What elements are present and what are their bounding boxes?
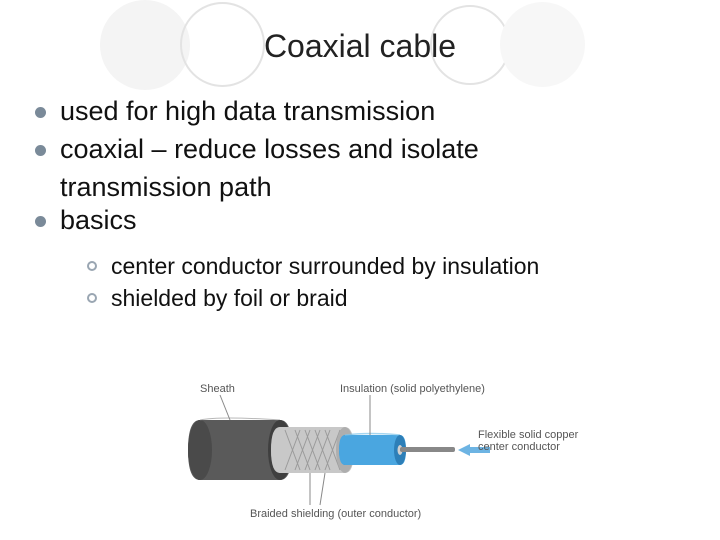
label-insulation: Insulation (solid polyethylene) [340, 383, 485, 395]
label-sheath: Sheath [200, 383, 235, 395]
label-center-conductor-1: Flexible solid copper [478, 429, 579, 441]
bullet-continuation: transmission path [60, 171, 690, 205]
sub-bullet-1: center conductor surrounded by insulatio… [87, 252, 690, 282]
bullet-item-2: coaxial – reduce losses and isolate [35, 133, 690, 167]
sub-bullet-text: shielded by foil or braid [111, 284, 348, 314]
label-braid: Braided shielding (outer conductor) [250, 508, 421, 520]
sub-bullet-list: center conductor surrounded by insulatio… [87, 252, 690, 314]
sub-bullet-text: center conductor surrounded by insulatio… [111, 252, 539, 282]
content-area: used for high data transmission coaxial … [35, 95, 690, 316]
bullet-item-3: basics [35, 204, 690, 238]
bullet-icon [35, 107, 46, 118]
sub-bullet-2: shielded by foil or braid [87, 284, 690, 314]
bullet-item-1: used for high data transmission [35, 95, 690, 129]
bullet-icon [35, 216, 46, 227]
bullet-text: basics [60, 204, 137, 238]
coaxial-cable-diagram: Sheath Insulation (solid polyethylene) B… [170, 380, 580, 520]
bullet-text: used for high data transmission [60, 95, 435, 129]
hollow-bullet-icon [87, 293, 97, 303]
bullet-icon [35, 145, 46, 156]
bullet-text: coaxial – reduce losses and isolate [60, 133, 479, 167]
page-title: Coaxial cable [0, 28, 720, 65]
hollow-bullet-icon [87, 261, 97, 271]
label-center-conductor-2: center conductor [478, 441, 560, 453]
